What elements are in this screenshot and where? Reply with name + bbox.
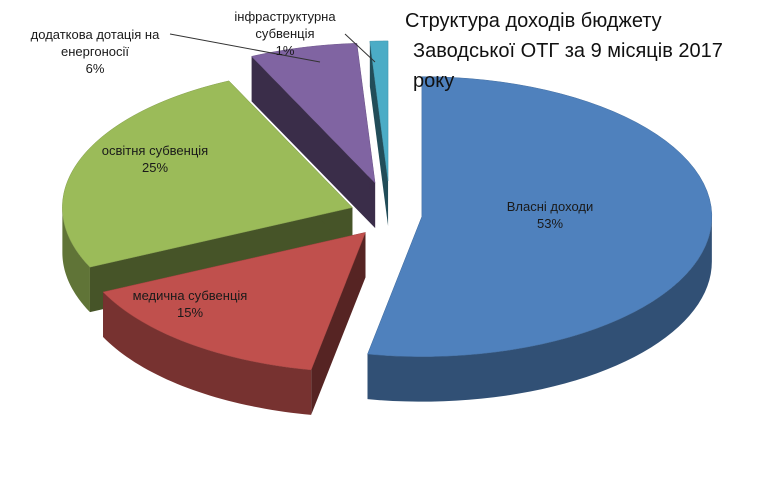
slice-wall	[62, 207, 90, 313]
category-label: медична субвенція	[132, 288, 248, 303]
value-label: 25%	[141, 160, 169, 175]
slice	[102, 232, 366, 415]
slice	[369, 40, 389, 226]
slice-wall	[103, 291, 312, 415]
data-label: освітня субвенція 25%	[80, 142, 230, 176]
slice-top	[102, 232, 366, 371]
title-line: Структура доходів бюджету	[405, 10, 662, 32]
data-label: медична субвенція 15%	[100, 287, 280, 321]
data-label: інфраструктурна субвенція 1%	[210, 8, 360, 59]
leader-line	[344, 33, 376, 63]
category-label: додаткова дотація на енергоносії	[30, 27, 160, 59]
slice-side	[369, 41, 389, 226]
value-label: 53%	[536, 216, 564, 231]
data-label: Власні доходи 53%	[470, 198, 630, 232]
slice	[367, 76, 713, 402]
slice-wall	[367, 216, 712, 402]
category-label: освітня субвенція	[101, 143, 209, 158]
leader-line	[169, 33, 321, 63]
data-label: додаткова дотація на енергоносії 6%	[10, 26, 180, 77]
slice-side	[251, 56, 376, 229]
value-label: 1%	[275, 43, 295, 58]
slice-top	[251, 43, 376, 184]
value-label: 15%	[176, 305, 204, 320]
title-line: Заводської ОТГ за 9 місяців 2017 року	[413, 40, 723, 92]
category-label: інфраструктурна субвенція	[234, 9, 336, 41]
value-label: 6%	[85, 61, 105, 76]
chart-title: Структура доходів бюджету Заводської ОТГ…	[395, 6, 765, 96]
slice	[251, 43, 376, 229]
slice-top	[369, 40, 389, 181]
slice-top	[367, 76, 713, 357]
slice-top	[62, 80, 353, 268]
category-label: Власні доходи	[506, 199, 594, 214]
